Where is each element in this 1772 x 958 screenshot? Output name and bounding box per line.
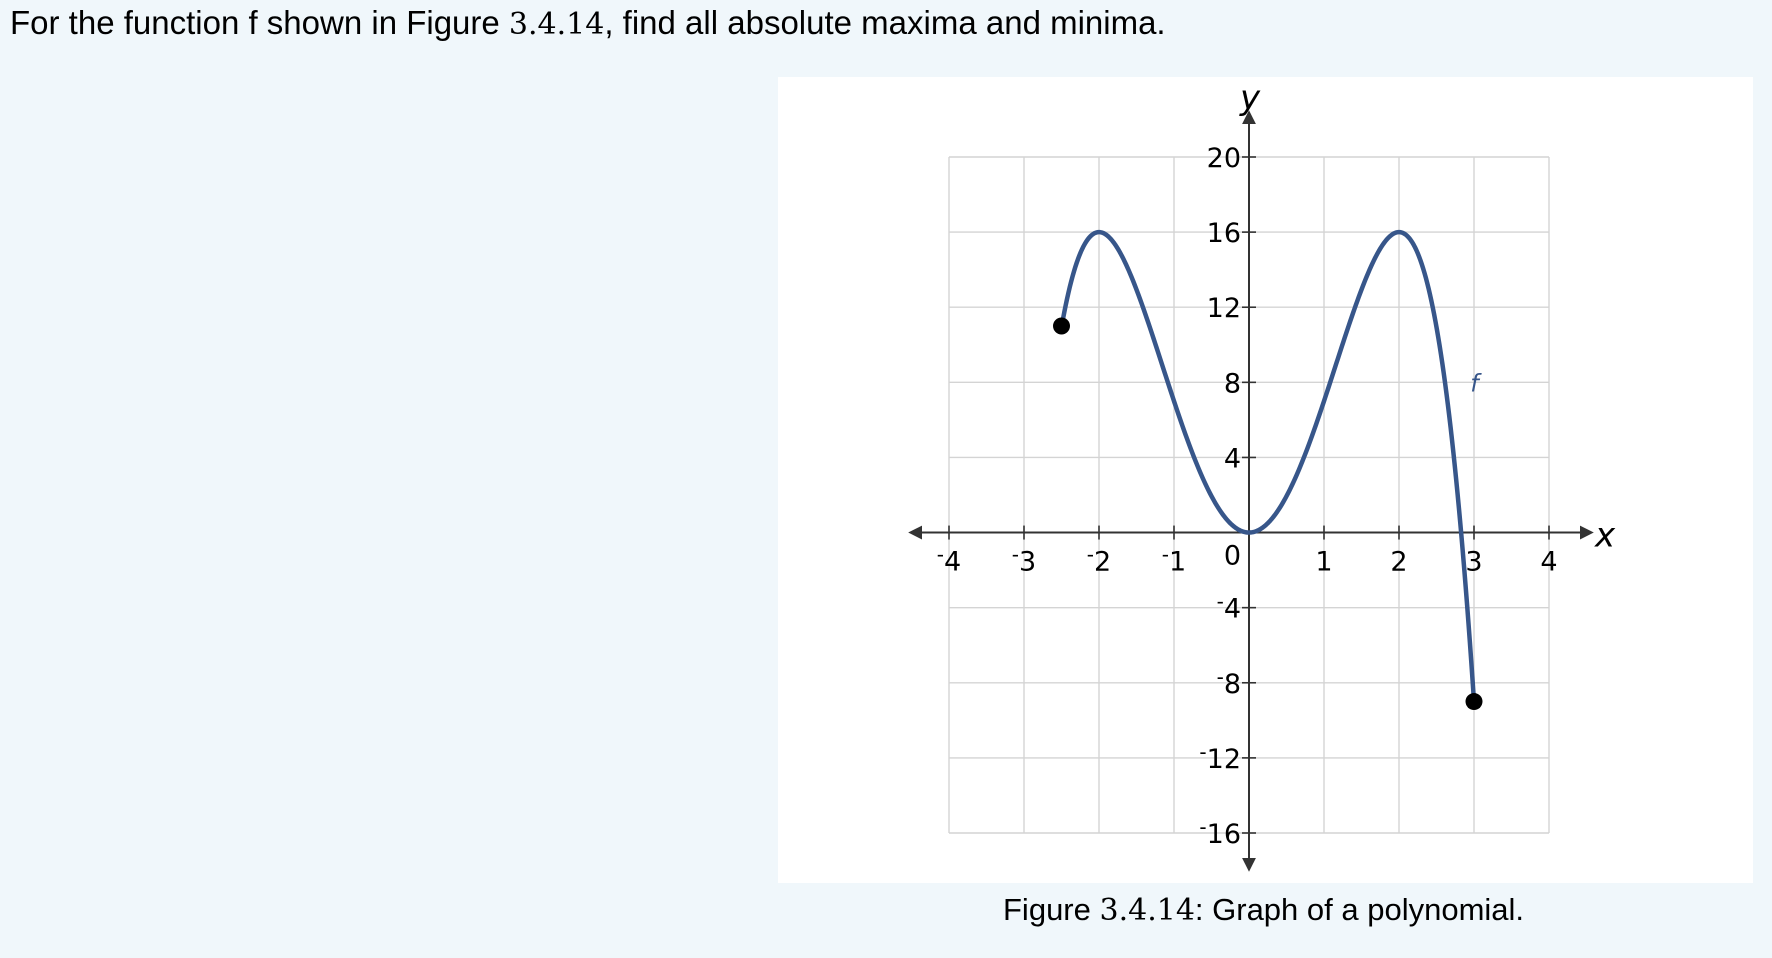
data-point	[1172, 399, 1176, 403]
question-text: For the function f shown in Figure 3.4.1…	[10, 4, 1166, 42]
y-tick-label: 4	[1224, 443, 1241, 474]
origin-label: 0	[1224, 541, 1241, 572]
x-tick-label: 2	[1390, 547, 1407, 578]
y-tick-label: 16	[1207, 218, 1241, 249]
caption-prefix: Figure	[1003, 892, 1100, 927]
caption-figure-number: 3.4.14	[1099, 893, 1195, 928]
y-tick-label: -12	[1199, 740, 1241, 775]
series-line-f	[1059, 229, 1477, 702]
question-prefix: For the function f shown in Figure	[10, 4, 509, 41]
figure-card: x y -4 -3 -2 -1 1 2 3 4 -16 -12 -8 -4 4 8 12 16 20 0 f	[778, 77, 1753, 883]
data-point	[1435, 324, 1439, 328]
y-tick-label: 8	[1224, 368, 1241, 399]
y-tick-label: -8	[1217, 665, 1241, 700]
question-figure-number: 3.4.14	[508, 7, 605, 42]
x-tick-label: -2	[1087, 543, 1111, 578]
endpoint-marker	[1465, 693, 1483, 711]
series-label-f: f	[1470, 370, 1482, 398]
y-axis-label: y	[1239, 78, 1261, 118]
data-point	[1247, 531, 1251, 535]
y-tick-label: 12	[1207, 293, 1241, 324]
data-point	[1322, 399, 1326, 403]
x-tick-label: -3	[1012, 543, 1036, 578]
data-point	[1397, 230, 1401, 234]
axes	[908, 110, 1594, 872]
axis-ticks	[948, 156, 1550, 834]
y-tick-label: -4	[1217, 590, 1241, 625]
x-tick-label: 1	[1315, 547, 1332, 578]
data-point	[1097, 230, 1101, 234]
endpoint-marker	[1053, 317, 1070, 335]
y-tick-label: 20	[1207, 143, 1241, 174]
y-tick-label: -16	[1199, 815, 1241, 850]
caption-suffix: : Graph of a polynomial.	[1194, 892, 1525, 927]
figure-caption: Figure 3.4.14: Graph of a polynomial.	[1003, 892, 1524, 928]
x-tick-label: -4	[937, 543, 961, 578]
x-tick-label: 3	[1465, 547, 1482, 578]
question-suffix: , find all absolute maxima and minima.	[604, 4, 1166, 41]
series-f: f	[1053, 229, 1483, 711]
x-tick-label: 4	[1540, 547, 1557, 578]
x-axis-label: x	[1594, 516, 1616, 556]
x-tick-label: -1	[1162, 543, 1186, 578]
